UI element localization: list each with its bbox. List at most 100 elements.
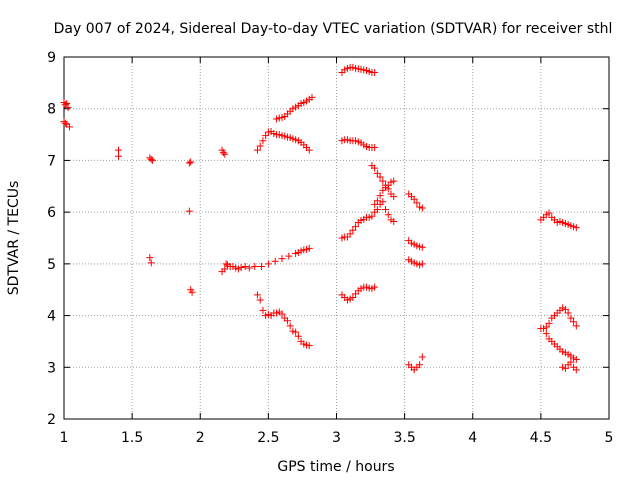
y-tick-label: 6 bbox=[47, 205, 56, 221]
data-point-marker bbox=[416, 361, 424, 369]
data-point-marker bbox=[373, 169, 381, 177]
data-point-marker bbox=[371, 69, 379, 77]
data-point-marker bbox=[371, 144, 379, 151]
data-point-marker bbox=[352, 223, 360, 231]
data-point-marker bbox=[147, 259, 155, 267]
y-tick-label: 5 bbox=[47, 257, 56, 273]
data-point-marker bbox=[245, 264, 253, 272]
data-point-marker bbox=[256, 142, 264, 150]
data-point-marker bbox=[264, 260, 272, 268]
data-point-marker bbox=[253, 291, 261, 299]
data-point-marker bbox=[285, 252, 293, 260]
data-point-marker bbox=[278, 310, 286, 318]
x-axis-label: GPS time / hours bbox=[277, 459, 394, 475]
data-point-marker bbox=[262, 132, 270, 140]
data-point-marker bbox=[258, 262, 266, 270]
data-point-marker bbox=[278, 255, 286, 263]
data-point-marker bbox=[376, 173, 384, 181]
data-point-marker bbox=[390, 217, 398, 225]
y-tick-label: 2 bbox=[47, 412, 56, 428]
data-point-marker bbox=[542, 323, 550, 331]
data-point-marker bbox=[283, 317, 291, 325]
data-point-marker bbox=[418, 243, 426, 251]
data-point-marker bbox=[115, 146, 122, 154]
data-point-marker bbox=[572, 366, 580, 374]
data-point-marker bbox=[570, 318, 578, 326]
data-point-marker bbox=[368, 212, 376, 220]
data-point-marker bbox=[305, 244, 313, 252]
data-point-marker bbox=[349, 226, 357, 234]
data-point-marker bbox=[382, 181, 390, 189]
data-point-marker bbox=[61, 119, 69, 127]
data-point-marker bbox=[373, 206, 381, 214]
x-tick-label: 3.5 bbox=[393, 430, 415, 446]
data-point-marker bbox=[294, 332, 302, 340]
y-tick-label: 7 bbox=[47, 153, 56, 169]
data-point-marker bbox=[545, 209, 553, 217]
data-point-marker bbox=[564, 309, 572, 317]
data-point-marker bbox=[373, 197, 381, 205]
data-point-marker bbox=[349, 293, 357, 301]
y-axis-label: SDTVAR / TECUs bbox=[6, 181, 22, 296]
y-tick-label: 8 bbox=[47, 102, 56, 118]
data-point-marker bbox=[222, 260, 230, 268]
data-point-marker bbox=[572, 224, 580, 232]
data-point-marker bbox=[221, 265, 229, 273]
data-point-marker bbox=[185, 207, 193, 215]
x-tick-label: 5 bbox=[605, 430, 614, 446]
data-point-marker bbox=[418, 204, 426, 212]
data-point-marker bbox=[256, 296, 264, 304]
data-point-marker bbox=[413, 199, 421, 207]
x-tick-label: 1 bbox=[60, 430, 69, 446]
data-point-marker bbox=[286, 322, 294, 330]
data-point-marker bbox=[292, 328, 300, 336]
data-point-marker bbox=[64, 104, 72, 112]
data-point-marker bbox=[259, 137, 267, 145]
x-tick-label: 1.5 bbox=[121, 430, 143, 446]
data-point-marker bbox=[542, 330, 550, 338]
data-point-marker bbox=[572, 322, 580, 330]
data-point-marker bbox=[253, 146, 261, 154]
chart-title: Day 007 of 2024, Sidereal Day-to-day VTE… bbox=[54, 21, 613, 37]
data-point-marker bbox=[561, 364, 569, 372]
x-tick-label: 3 bbox=[332, 430, 341, 446]
x-tick-label: 4.5 bbox=[530, 430, 552, 446]
data-point-marker bbox=[259, 306, 267, 314]
data-point-marker bbox=[305, 146, 313, 154]
plot-frame bbox=[63, 56, 610, 420]
data-point-marker bbox=[305, 342, 313, 350]
data-point-marker bbox=[237, 263, 245, 271]
data-point-marker bbox=[561, 305, 569, 313]
data-point-marker bbox=[545, 319, 553, 327]
data-point-marker bbox=[219, 149, 227, 157]
x-tick-label: 4 bbox=[468, 430, 477, 446]
x-tick-label: 2.5 bbox=[257, 430, 279, 446]
y-tick-label: 9 bbox=[47, 50, 56, 66]
data-point-marker bbox=[146, 254, 154, 262]
grid-layer bbox=[64, 57, 609, 419]
data-point-marker bbox=[376, 192, 384, 200]
data-point-marker bbox=[384, 185, 392, 193]
data-point-marker bbox=[115, 152, 122, 160]
data-point-marker bbox=[567, 314, 575, 322]
data-point-marker bbox=[390, 177, 398, 185]
data-point-marker bbox=[241, 262, 249, 270]
data-point-marker bbox=[185, 159, 193, 167]
data-point-marker bbox=[65, 123, 73, 131]
data-point-marker bbox=[149, 156, 157, 164]
data-point-marker bbox=[271, 257, 279, 265]
data-point-marker bbox=[418, 353, 426, 361]
data-point-marker bbox=[410, 195, 418, 203]
data-point-marker bbox=[187, 158, 195, 166]
data-point-marker bbox=[382, 206, 390, 214]
data-point-marker bbox=[384, 211, 392, 219]
data-point-marker bbox=[251, 262, 259, 270]
y-tick-label: 3 bbox=[47, 360, 56, 376]
data-point-marker bbox=[371, 164, 379, 172]
marker-layer bbox=[60, 63, 580, 374]
data-point-marker bbox=[308, 93, 316, 101]
data-point-marker bbox=[418, 260, 426, 268]
data-point-marker bbox=[390, 193, 398, 201]
x-tick-label: 2 bbox=[196, 430, 205, 446]
